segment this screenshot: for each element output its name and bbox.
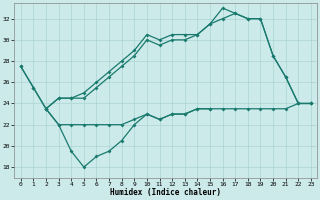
X-axis label: Humidex (Indice chaleur): Humidex (Indice chaleur) [110,188,221,197]
